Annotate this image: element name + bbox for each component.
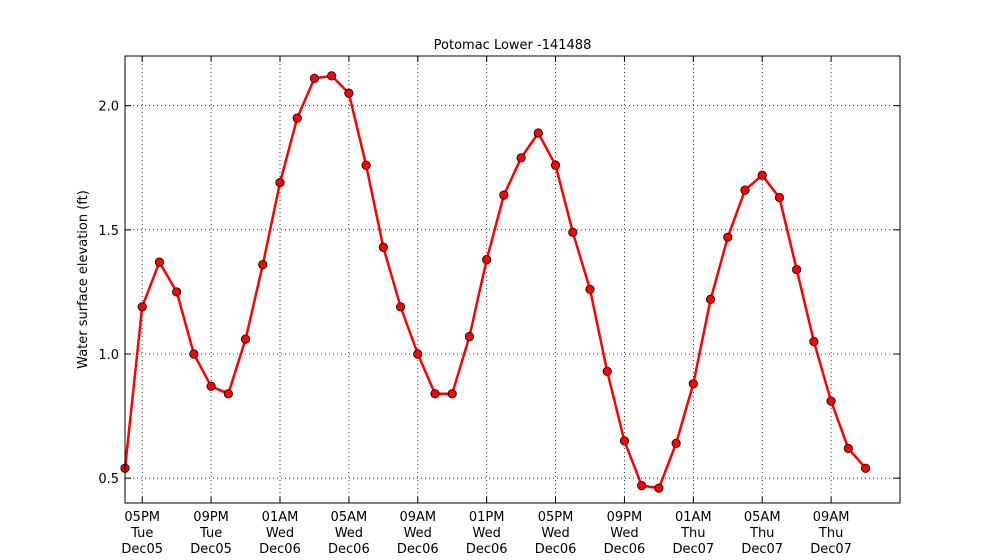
x-tick-label: 09AM [399,510,436,525]
data-point [447,389,457,399]
data-point [568,227,578,237]
x-tick-label: Wed [335,526,363,541]
data-point [637,481,647,491]
x-tick-label: Dec07 [672,542,714,557]
data-point [550,160,561,170]
y-tick-label: 2.0 [98,100,119,115]
data-point [154,257,165,267]
series-line [123,74,867,490]
data-point [671,438,681,448]
y-axis-label: Water surface elevation (ft) [76,190,91,369]
data-point [516,153,526,163]
data-point [344,88,354,98]
data-point [723,232,733,242]
x-tick-label: Thu [749,526,774,541]
x-tick-label: Dec05 [190,542,232,557]
tick-labels: 0.51.01.52.005PMTueDec0509PMTueDec0501AM… [98,100,852,557]
x-tick-label: 09PM [607,510,643,525]
x-tick-label: Thu [680,526,705,541]
data-point [275,178,285,188]
axis-ticks [125,56,900,503]
series-line-layer [123,74,867,490]
data-point [137,302,147,312]
data-point [292,113,302,123]
y-tick-label: 1.0 [98,348,119,363]
data-point [654,483,664,493]
data-point [740,185,750,195]
chart-title: Potomac Lower -141488 [434,38,592,53]
data-point [843,443,853,453]
data-point [464,332,475,342]
data-point [378,242,388,252]
data-point [309,73,320,83]
x-tick-label: Tue [130,526,153,541]
x-tick-label: Dec06 [259,542,301,557]
x-tick-label: Wed [541,526,569,541]
data-point [206,381,216,391]
data-point [533,128,543,138]
x-tick-label: Tue [199,526,222,541]
y-tick-label: 1.5 [98,224,119,239]
data-point [258,259,268,270]
data-point [705,294,716,304]
x-tick-label: Dec07 [810,542,852,557]
data-point [826,396,836,406]
x-tick-label: Dec05 [121,542,163,557]
data-point [585,284,595,295]
data-point [860,463,871,473]
data-point [240,334,251,344]
x-tick-label: Dec06 [328,542,370,557]
y-tick-label: 0.5 [98,472,119,487]
data-point [327,71,337,81]
x-tick-label: Dec06 [604,542,646,557]
grid-lines [125,56,900,503]
data-point [223,389,233,399]
x-tick-label: Dec06 [397,542,439,557]
x-tick-label: Wed [472,526,500,541]
series-markers [120,71,871,493]
data-point [792,264,802,275]
data-point [619,436,630,446]
data-point [430,389,440,399]
data-point [774,192,785,203]
data-point [499,190,509,200]
x-tick-label: Thu [818,526,843,541]
x-tick-label: Dec06 [535,542,577,557]
data-point [757,170,767,180]
x-tick-label: 09PM [193,510,229,525]
x-tick-label: Wed [610,526,638,541]
data-point [172,287,182,297]
x-tick-label: Wed [404,526,432,541]
data-point [482,255,492,265]
data-point [189,349,199,359]
data-point [602,366,612,376]
plot-frame [124,55,901,504]
data-point [413,349,423,359]
x-tick-label: 01AM [675,510,712,525]
x-tick-label: Dec07 [741,542,783,557]
x-tick-label: 05AM [331,510,368,525]
x-tick-label: Wed [266,526,294,541]
x-tick-label: 05PM [124,510,160,525]
x-tick-label: 09AM [813,510,850,525]
x-tick-label: 05AM [744,510,781,525]
data-point [809,336,819,347]
x-tick-label: 05PM [538,510,574,525]
data-point [361,160,371,170]
data-point [688,379,698,389]
x-tick-label: 01AM [262,510,299,525]
data-point [395,302,406,312]
x-tick-label: 01PM [469,510,505,525]
x-tick-label: Dec06 [466,542,508,557]
